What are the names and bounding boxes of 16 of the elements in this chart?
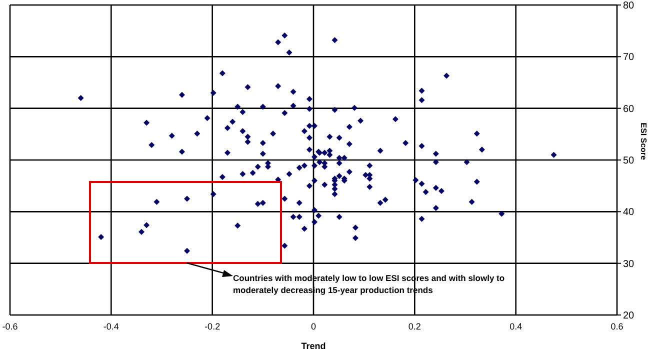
x-axis-title: Trend xyxy=(301,341,326,349)
y-tick-label: 80 xyxy=(623,0,635,12)
y-tick-label: 70 xyxy=(623,52,635,64)
y-tick-label: 20 xyxy=(623,310,635,322)
x-tick-label: -0.4 xyxy=(103,321,119,332)
x-tick-label: 0 xyxy=(310,321,316,332)
x-tick-label: 0.6 xyxy=(610,321,624,332)
y-tick-label: 30 xyxy=(623,258,635,270)
x-tick-label: -0.2 xyxy=(204,321,220,332)
x-tick-label: 0.4 xyxy=(510,321,522,332)
y-tick-label: 40 xyxy=(623,207,635,218)
y-tick-label: 60 xyxy=(623,104,635,115)
x-tick-label: 0.2 xyxy=(408,321,421,332)
x-tick-label: -0.6 xyxy=(2,321,18,332)
y-axis-title: ESI Score xyxy=(639,122,648,161)
y-tick-label: 50 xyxy=(623,156,635,167)
